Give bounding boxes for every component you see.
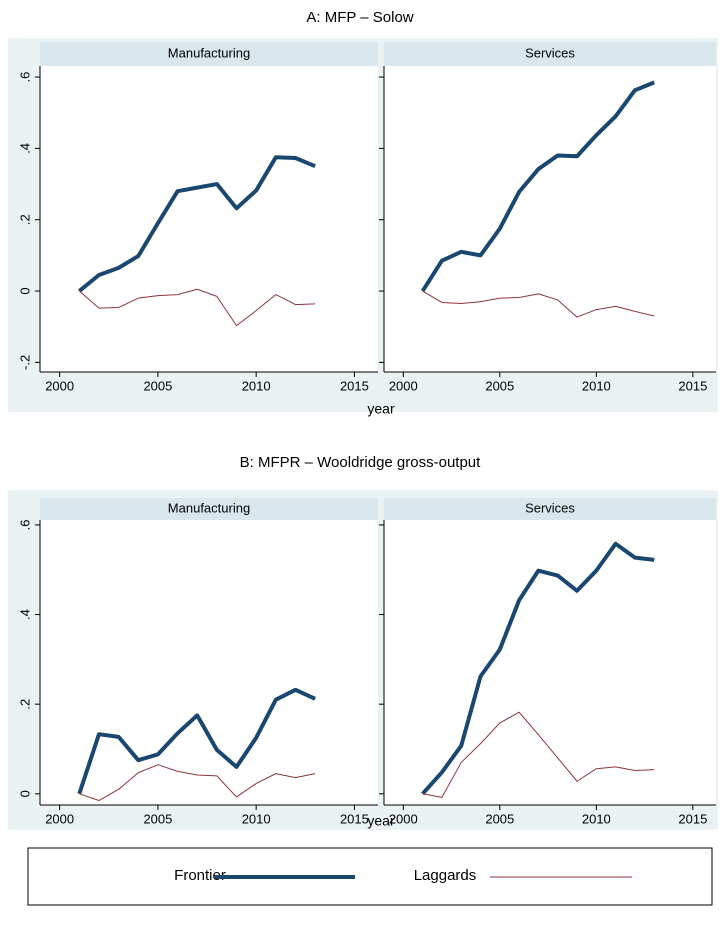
- plot-area: [384, 520, 716, 805]
- line-series: [421, 541, 655, 796]
- x-tick-label: 2015: [678, 378, 707, 393]
- x-tick-label: 2000: [389, 378, 418, 393]
- line-series: [420, 80, 655, 293]
- y-tick-label: .2: [17, 699, 32, 710]
- line-series: [422, 290, 655, 318]
- y-tick-label: .6: [17, 72, 32, 83]
- x-tick-label: 2005: [485, 811, 514, 826]
- x-tick-label: 2010: [242, 378, 271, 393]
- strip-title: Manufacturing: [168, 45, 250, 60]
- x-tick-label: 2010: [582, 811, 611, 826]
- panel-title: B: MFPR – Wooldridge gross-output: [240, 454, 481, 471]
- plot-area: [384, 66, 716, 372]
- strip-title: Services: [525, 500, 575, 515]
- line-series: [78, 288, 316, 327]
- x-tick-label: 2005: [485, 378, 514, 393]
- y-tick-label: .6: [17, 520, 32, 531]
- plot-area: [40, 66, 378, 372]
- x-tick-label: 2005: [143, 811, 172, 826]
- x-tick-label: 2000: [45, 811, 74, 826]
- y-tick-label: -.2: [17, 355, 32, 370]
- x-axis-label: year: [367, 401, 395, 417]
- x-tick-label: 2000: [389, 811, 418, 826]
- strip: [384, 42, 716, 66]
- legend-label: Frontier: [174, 867, 226, 884]
- line-series: [79, 764, 316, 802]
- x-tick-label: 2015: [340, 378, 369, 393]
- x-tick-label: 2005: [143, 378, 172, 393]
- x-tick-label: 2015: [340, 811, 369, 826]
- legend-label: Laggards: [414, 867, 477, 884]
- y-tick-label: 0: [17, 790, 32, 797]
- y-tick-label: .4: [17, 143, 32, 154]
- panel-title: A: MFP – Solow: [306, 9, 413, 26]
- x-tick-label: 2010: [582, 378, 611, 393]
- x-axis-label: year: [367, 813, 395, 829]
- strip: [40, 42, 378, 66]
- line-series: [422, 711, 655, 798]
- strip-title: Manufacturing: [168, 500, 250, 515]
- strip: [384, 498, 716, 520]
- x-tick-label: 2015: [678, 811, 707, 826]
- y-tick-label: .2: [17, 214, 32, 225]
- y-tick-label: .4: [17, 609, 32, 620]
- line-series: [77, 687, 316, 795]
- line-series: [78, 155, 316, 293]
- plot-area: [40, 520, 378, 805]
- strip-title: Services: [525, 45, 575, 60]
- x-tick-label: 2010: [242, 811, 271, 826]
- x-tick-label: 2000: [45, 378, 74, 393]
- strip: [40, 498, 378, 520]
- y-tick-label: 0: [17, 287, 32, 294]
